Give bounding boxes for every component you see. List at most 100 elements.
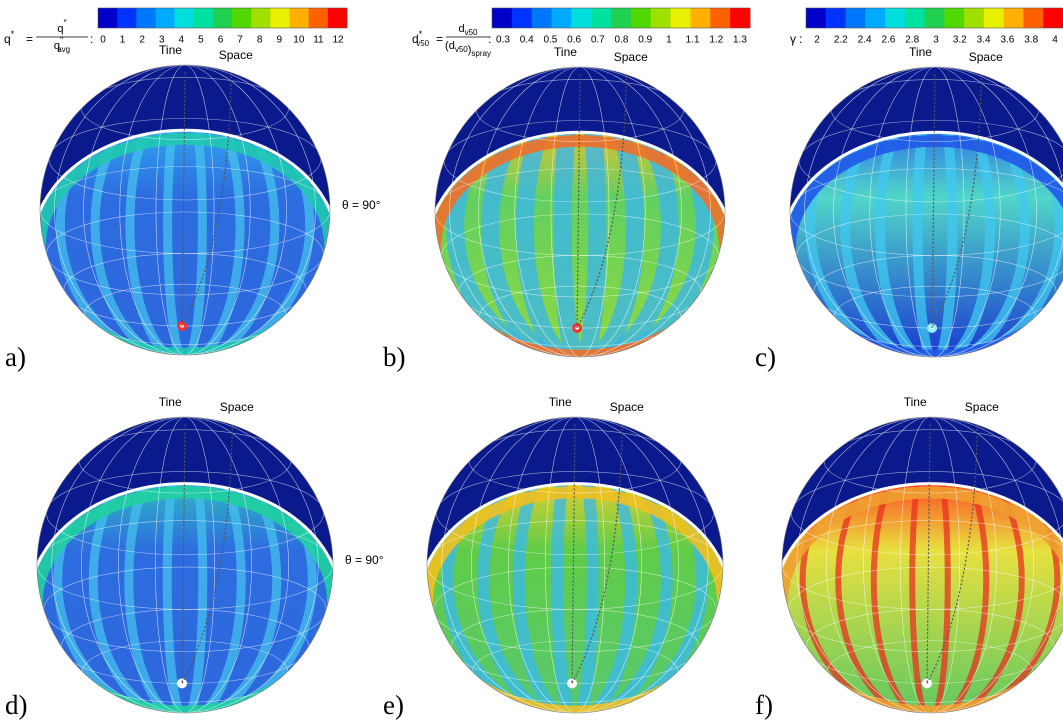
panel-label: e)	[383, 690, 404, 720]
colorbar-swatch	[532, 8, 552, 28]
formula-sub: v50	[416, 39, 429, 48]
colorbar-tick-label: 0.6	[567, 35, 581, 46]
colorbar-swatch	[651, 8, 671, 28]
colorbar-swatch	[1004, 8, 1024, 28]
formula-part: γ	[790, 32, 796, 46]
colorbar-swatch	[806, 8, 826, 28]
space-label: Space	[614, 50, 648, 64]
colorbar-swatch	[925, 8, 945, 28]
formula-part: q*	[4, 29, 15, 46]
colorbar-tick-label: 6	[218, 35, 224, 46]
colorbar-tick-label: 4	[1052, 35, 1058, 46]
colon: :	[488, 32, 491, 46]
equals: =	[436, 32, 443, 46]
colorbar-swatch	[571, 8, 591, 28]
colorbar-swatch	[964, 8, 984, 28]
formula-part: d*v50	[412, 29, 430, 48]
colorbar-swatch	[155, 8, 175, 28]
colorbar-swatch	[270, 8, 290, 28]
panel-label: a)	[5, 342, 26, 372]
colorbar-tick-label: 1	[120, 35, 126, 46]
formula-part: q″	[57, 18, 67, 35]
formula-sup: ″	[63, 18, 67, 28]
colorbar-swatch	[730, 8, 750, 28]
colon: :	[90, 32, 93, 46]
colorbar-tick-label: 1.3	[733, 35, 747, 46]
colorbar-tick-label: 10	[293, 35, 305, 46]
colorbar-swatch	[611, 8, 631, 28]
colorbar-swatch	[591, 8, 611, 28]
colorbar-swatch	[512, 8, 532, 28]
panel-label: c)	[755, 342, 776, 372]
colorbar-swatch	[690, 8, 710, 28]
colorbar-swatch	[1023, 8, 1043, 28]
formula-sub: avg	[57, 45, 70, 54]
angle-label: θ = 90°	[345, 553, 384, 567]
colorbar-swatch	[826, 8, 846, 28]
formula-sup: *	[419, 29, 423, 39]
colon: :	[799, 32, 802, 46]
colorbar-swatch	[232, 8, 252, 28]
colorbar-tick-label: 0.3	[496, 35, 510, 46]
colorbar-tick-label: 3.2	[953, 35, 967, 46]
colorbar-tick-label: 2.8	[905, 35, 919, 46]
angle-label: θ = 90°	[342, 198, 381, 212]
formula-sub: v50	[465, 28, 478, 37]
space-label: Space	[965, 400, 999, 414]
formula-sub: v50	[455, 45, 468, 54]
formula-text: (d	[445, 40, 455, 52]
colorbar-swatch	[905, 8, 925, 28]
colorbar-swatch	[175, 8, 195, 28]
colorbar-tick-label: 2.2	[834, 35, 848, 46]
sphere	[30, 417, 341, 720]
formula-part: q″avg	[54, 35, 70, 54]
colorbar-swatch	[309, 8, 329, 28]
colorbar-swatch	[865, 8, 885, 28]
space-label: Space	[969, 50, 1003, 64]
colorbar-tick-label: 0	[100, 35, 106, 46]
colorbar-swatch	[213, 8, 233, 28]
colorbar-swatch	[1043, 8, 1063, 28]
colorbar-tick-label: 11	[313, 35, 324, 46]
colorbar-swatch	[846, 8, 866, 28]
colorbar-swatch	[885, 8, 905, 28]
equals: =	[26, 32, 33, 46]
colorbar-swatch	[710, 8, 730, 28]
colorbar-tick-label: 0.9	[638, 35, 652, 46]
colorbar-swatch	[251, 8, 271, 28]
panel-label: b)	[383, 342, 406, 372]
colorbar-tick-label: 3	[933, 35, 939, 46]
colorbar-tick-label: 9	[276, 35, 282, 46]
tine-label: Tine	[909, 45, 932, 59]
sphere	[420, 417, 731, 720]
space-label: Space	[220, 400, 254, 414]
colorbar-tick-label: 8	[257, 35, 263, 46]
colorbar-tick-label: 3.6	[1000, 35, 1014, 46]
tine-label: Tine	[554, 45, 577, 59]
colorbar-tick-label: 5	[198, 35, 204, 46]
colorbar-tick-label: 0.8	[615, 35, 629, 46]
formula-part: (dv50)spray	[445, 40, 491, 58]
colorbar-swatch	[552, 8, 572, 28]
space-label: Space	[610, 400, 644, 414]
colorbar-tick-label: 3.8	[1024, 35, 1038, 46]
colorbar-swatch	[194, 8, 214, 28]
sphere	[775, 417, 1063, 720]
colorbar-tick-label: 1	[666, 35, 672, 46]
colorbar-tick-label: 0.5	[543, 35, 557, 46]
figure: 0123456789101112q*=q″q″avg:0.30.40.50.60…	[0, 0, 1063, 728]
colorbar-tick-label: 2	[139, 35, 145, 46]
colorbar-swatch	[492, 8, 512, 28]
colorbar-tick-label: 0.4	[520, 35, 534, 46]
formula-text: γ	[790, 32, 796, 46]
colorbar-swatch	[290, 8, 310, 28]
tine-label: Tine	[159, 43, 182, 57]
colorbar-tick-label: 1.1	[686, 35, 700, 46]
colorbar-swatch	[117, 8, 137, 28]
colorbar-swatch	[671, 8, 691, 28]
sphere	[783, 67, 1063, 364]
tine-label: Tine	[159, 395, 182, 409]
colorbar-swatch	[944, 8, 964, 28]
panel-label: d)	[5, 690, 28, 720]
colorbar-tick-label: 2.4	[858, 35, 872, 46]
